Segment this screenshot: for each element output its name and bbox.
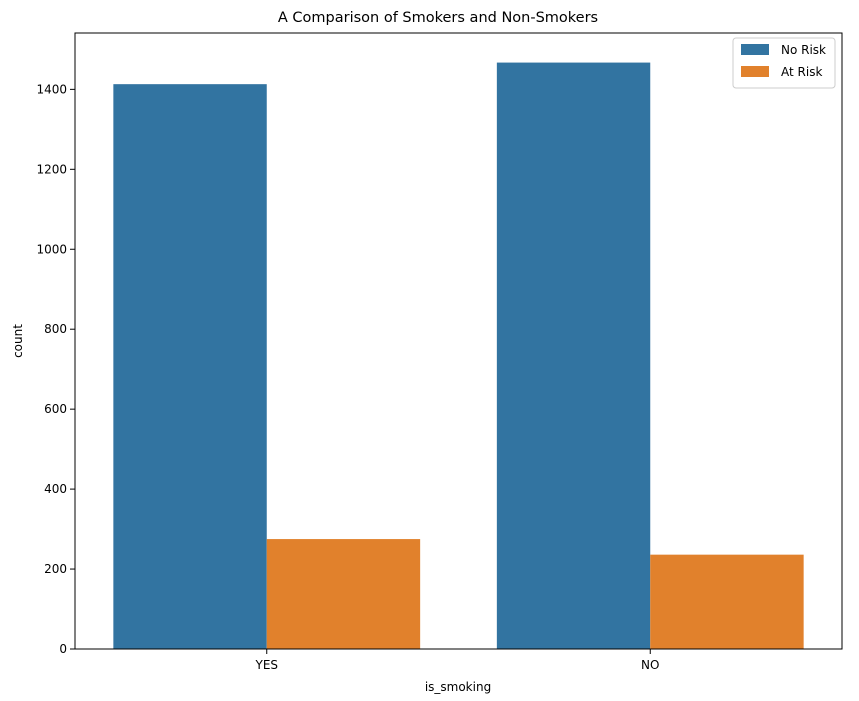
legend-label: At Risk [781, 65, 822, 79]
y-tick-label: 200 [44, 562, 67, 576]
legend-label: No Risk [781, 43, 826, 57]
legend-swatch [741, 66, 769, 77]
y-tick-label: 1400 [36, 82, 67, 96]
legend: No Risk At Risk [732, 37, 836, 89]
y-tick-label: 800 [44, 322, 67, 336]
y-tick-label: 1000 [36, 242, 67, 256]
y-tick-label: 1200 [36, 162, 67, 176]
x-axis-label: is_smoking [425, 680, 491, 694]
chart-title: A Comparison of Smokers and Non-Smokers [278, 10, 598, 26]
bar-at-risk-no [650, 554, 804, 649]
bar-at-risk-yes [266, 539, 421, 649]
legend-swatch [741, 44, 769, 55]
x-tick-label: YES [254, 658, 278, 672]
bars [113, 62, 804, 650]
y-tick-label: 0 [59, 642, 67, 656]
y-tick-label: 600 [44, 402, 67, 416]
y-tick-label: 400 [44, 482, 67, 496]
bar-no-risk-no [496, 62, 651, 649]
y-axis-label: count [11, 324, 25, 358]
x-tick-label: NO [641, 658, 659, 672]
plot-frame [74, 32, 843, 650]
y-axis: 0 200 400 600 800 1000 1200 1400 [36, 82, 75, 656]
bar-no-risk-yes [113, 84, 267, 650]
x-axis: YES NO [254, 649, 659, 672]
